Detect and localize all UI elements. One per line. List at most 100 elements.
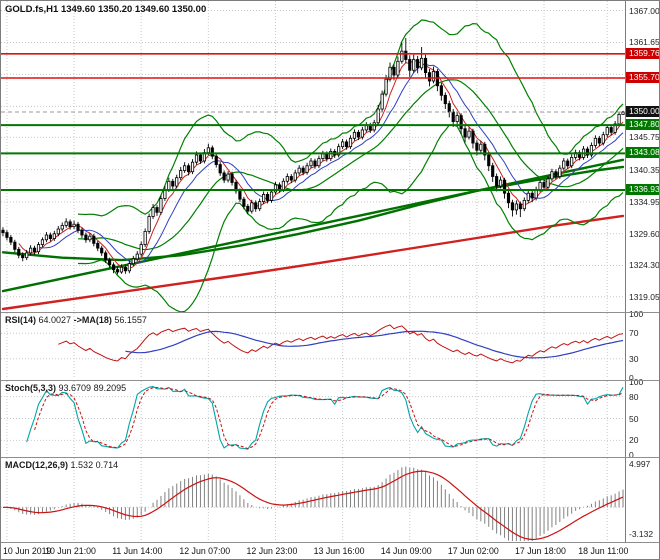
stoch-k-line — [26, 385, 624, 450]
macd-indicator-label: MACD(12,26,9) 1.532 0.714 — [5, 460, 118, 470]
candle — [13, 241, 17, 250]
candle — [372, 122, 376, 131]
candle — [297, 167, 301, 174]
candle — [206, 147, 210, 154]
candle — [76, 223, 80, 231]
candle — [187, 165, 191, 173]
candle — [589, 145, 594, 156]
bollinger-middle — [77, 79, 624, 251]
candle — [321, 153, 325, 159]
macd-signal-value: 0.714 — [95, 460, 119, 470]
candle — [175, 177, 179, 187]
ma-green-slow — [1, 165, 625, 262]
candle — [151, 207, 155, 217]
price-axis-label: 1319.05 — [629, 291, 660, 302]
candle — [143, 231, 147, 245]
macd-axis-label: -3.132 — [629, 529, 654, 540]
candle — [147, 216, 151, 232]
price-axis-label: 1367.00 — [629, 5, 660, 16]
price-axis-column[interactable]: 1367.00 1361.65 1345.75 1340.35 1334.95 1329.… — [625, 1, 660, 543]
candle — [451, 111, 455, 122]
stoch-d-value: 89.2095 — [93, 383, 127, 393]
candle — [475, 142, 479, 151]
candle — [131, 258, 135, 265]
price-axis-label: 1361.65 — [629, 37, 660, 48]
candle — [396, 60, 400, 76]
candle — [72, 223, 76, 228]
candle — [463, 128, 467, 138]
candle — [455, 115, 459, 122]
candle — [412, 59, 416, 71]
candle — [21, 254, 25, 259]
stoch-d-line — [34, 386, 624, 450]
rsi-ma-value: 56.1557 — [114, 315, 147, 325]
candle — [281, 180, 285, 191]
candle — [408, 59, 412, 71]
rsi-panel-canvas[interactable] — [1, 313, 625, 379]
candle — [467, 130, 471, 138]
candle — [502, 179, 507, 194]
stochastic-panel-canvas[interactable] — [1, 381, 625, 456]
rsi-axis-label: 0 — [629, 373, 634, 383]
candle — [380, 93, 384, 110]
candle — [392, 66, 396, 76]
candle — [222, 172, 226, 181]
macd-axis-label: 4.997 — [629, 459, 651, 470]
candle — [404, 50, 408, 60]
candle — [506, 192, 511, 204]
candle — [80, 229, 84, 236]
panel-separator[interactable] — [1, 380, 659, 381]
candle — [17, 248, 21, 256]
candle — [487, 154, 491, 167]
candle — [250, 202, 254, 212]
panel-separator[interactable] — [1, 457, 659, 458]
candle — [416, 59, 420, 69]
candle — [119, 266, 124, 273]
rsi-axis-label: 70 — [629, 328, 639, 339]
ma-fast — [18, 59, 624, 270]
time-axis-label: 11 Jun 14:00 — [112, 546, 163, 556]
time-axis-label: 14 Jun 09:00 — [380, 546, 432, 556]
rsi-axis-label: 100 — [629, 309, 644, 319]
rsi-value: 64.0027 — [38, 315, 72, 325]
symbol-timeframe: GOLD.fs,H1 — [5, 4, 59, 15]
candle — [277, 184, 282, 191]
panel-separator[interactable] — [1, 312, 659, 313]
candle — [108, 259, 112, 266]
candle — [48, 234, 52, 239]
candle — [171, 180, 175, 187]
macd-panel-canvas[interactable] — [1, 458, 625, 541]
stoch-axis-label: 0 — [629, 450, 634, 460]
rsi-line — [58, 324, 624, 364]
candle — [194, 154, 199, 163]
candle — [495, 176, 499, 187]
candle — [542, 182, 546, 188]
candle — [44, 234, 48, 241]
candle — [459, 115, 463, 130]
price-chart-canvas[interactable] — [1, 1, 625, 312]
candle — [518, 203, 522, 210]
candle — [546, 178, 550, 188]
candle — [325, 153, 329, 159]
candle — [550, 171, 554, 180]
price-badge-support: 1347.80 — [626, 119, 659, 131]
time-axis-label: 17 Jun 02:00 — [447, 546, 499, 556]
candle — [273, 184, 278, 193]
candle — [356, 131, 361, 138]
time-axis-label: 10 Jun 21:00 — [45, 546, 96, 556]
candle — [420, 57, 424, 69]
candle — [159, 198, 163, 213]
high-value: 1350.20 — [97, 4, 133, 15]
time-axis-label: 12 Jun 23:00 — [246, 546, 298, 556]
price-axis-label: 1324.30 — [629, 260, 660, 271]
candle — [40, 239, 45, 245]
candle — [388, 66, 392, 80]
candle — [530, 192, 534, 199]
candle — [254, 202, 258, 210]
candle — [127, 263, 131, 272]
time-axis-label: 18 Jun 11:00 — [578, 546, 629, 556]
candle — [29, 247, 33, 254]
time-axis[interactable]: 10 Jun 2019 10 Jun 21:00 11 Jun 14:00 12 Ju… — [1, 543, 659, 559]
chart-title: GOLD.fs,H1 1349.60 1350.20 1349.60 1350.… — [5, 4, 206, 15]
